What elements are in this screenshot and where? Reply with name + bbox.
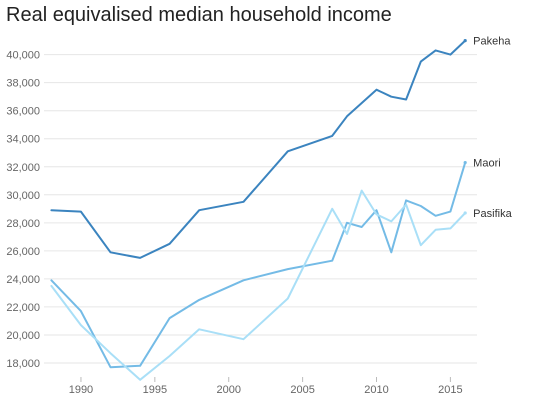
chart-title: Real equivalised median household income [6,4,392,26]
series-line-pakeha [50,39,467,259]
series-end-point [463,39,467,43]
y-tick-label: 40,000 [6,50,40,62]
x-tick-label: 1995 [143,384,167,396]
series-label-maori: Maori [473,158,501,170]
y-tick-label: 30,000 [6,190,40,202]
y-tick-label: 32,000 [6,162,40,174]
y-tick-label: 24,000 [6,274,40,286]
y-tick-label: 22,000 [6,302,40,314]
y-tick-label: 28,000 [6,218,40,230]
gridlines [44,54,477,364]
x-tick-label: 2005 [290,384,314,396]
x-tick-label: 1990 [69,384,93,396]
y-tick-label: 18,000 [6,358,40,370]
x-tick-label: 2010 [364,384,388,396]
series-end-point [463,160,467,165]
series-label-pakeha: Pakeha [473,36,511,48]
y-tick-label: 20,000 [6,330,40,342]
axis-labels: 18,000 20,000 22,000 24,000 26,000 28,000 30,0… [6,50,462,396]
series-label-pasifika: Pasifika [473,208,512,220]
series-line-pasifika [50,189,467,381]
series-end-point [463,211,467,215]
series-labels: Pakeha Maori Pasifika [463,36,513,220]
y-tick-label: 26,000 [6,246,40,258]
x-tick-label: 2015 [438,384,462,396]
y-tick-label: 38,000 [6,78,40,90]
y-tick-label: 36,000 [6,106,40,118]
x-tick-label: 2000 [216,384,240,396]
series-line-maori [50,161,467,369]
series-lines [50,39,467,381]
y-tick-label: 34,000 [6,134,40,146]
